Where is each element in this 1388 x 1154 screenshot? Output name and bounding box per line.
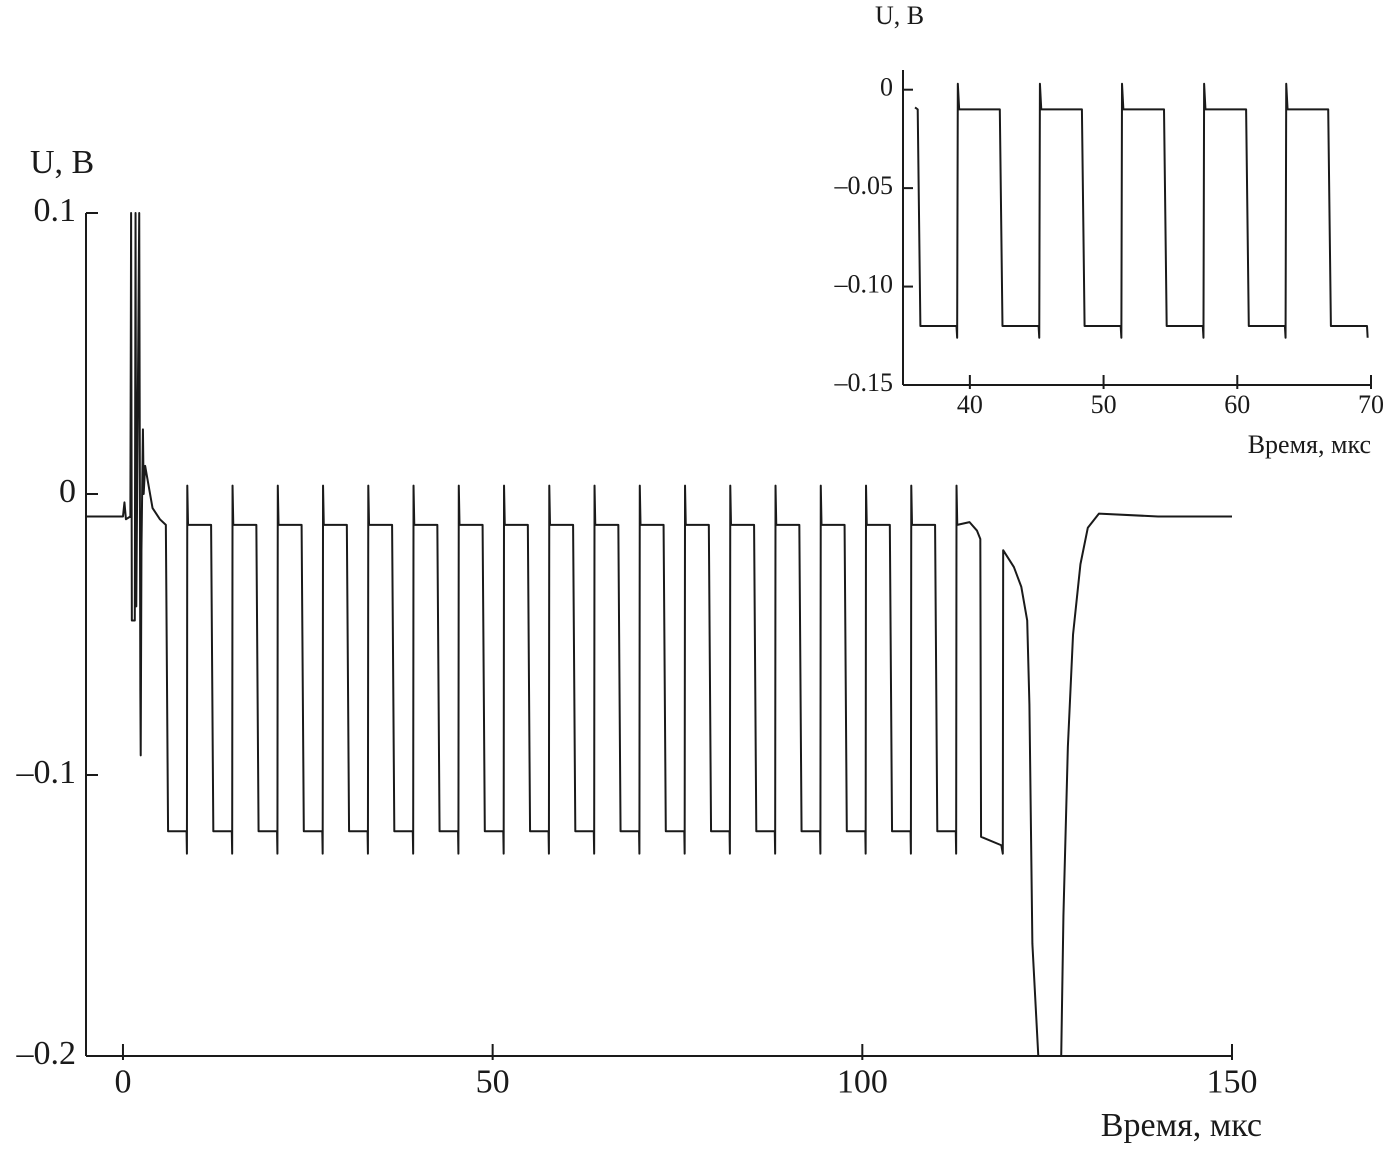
y-tick-label: 0 <box>59 473 76 510</box>
y-tick-label: 0.1 <box>34 192 77 229</box>
y-tick-label: –0.15 <box>834 368 894 397</box>
x-tick-label: 50 <box>476 1064 510 1101</box>
x-tick-label: 70 <box>1358 390 1384 419</box>
y-tick-label: –0.10 <box>834 270 894 299</box>
signal-line <box>914 82 1369 339</box>
x-tick-label: 0 <box>114 1064 131 1101</box>
x-tick-label: 60 <box>1224 390 1250 419</box>
y-axis-label: U, В <box>30 144 94 181</box>
signal-line <box>86 212 1232 1057</box>
x-tick-label: 40 <box>957 390 983 419</box>
y-tick-label: –0.05 <box>834 171 894 200</box>
x-axis-label: Время, мкс <box>1101 1107 1262 1144</box>
x-tick-label: 150 <box>1207 1064 1258 1101</box>
y-axis-label: U, В <box>875 1 924 30</box>
x-axis-label: Время, мкс <box>1248 430 1371 459</box>
y-tick-label: –0.2 <box>16 1035 77 1072</box>
x-tick-label: 50 <box>1091 390 1117 419</box>
y-tick-label: –0.1 <box>16 754 77 791</box>
y-tick-label: 0 <box>880 73 893 102</box>
x-tick-label: 100 <box>837 1064 888 1101</box>
